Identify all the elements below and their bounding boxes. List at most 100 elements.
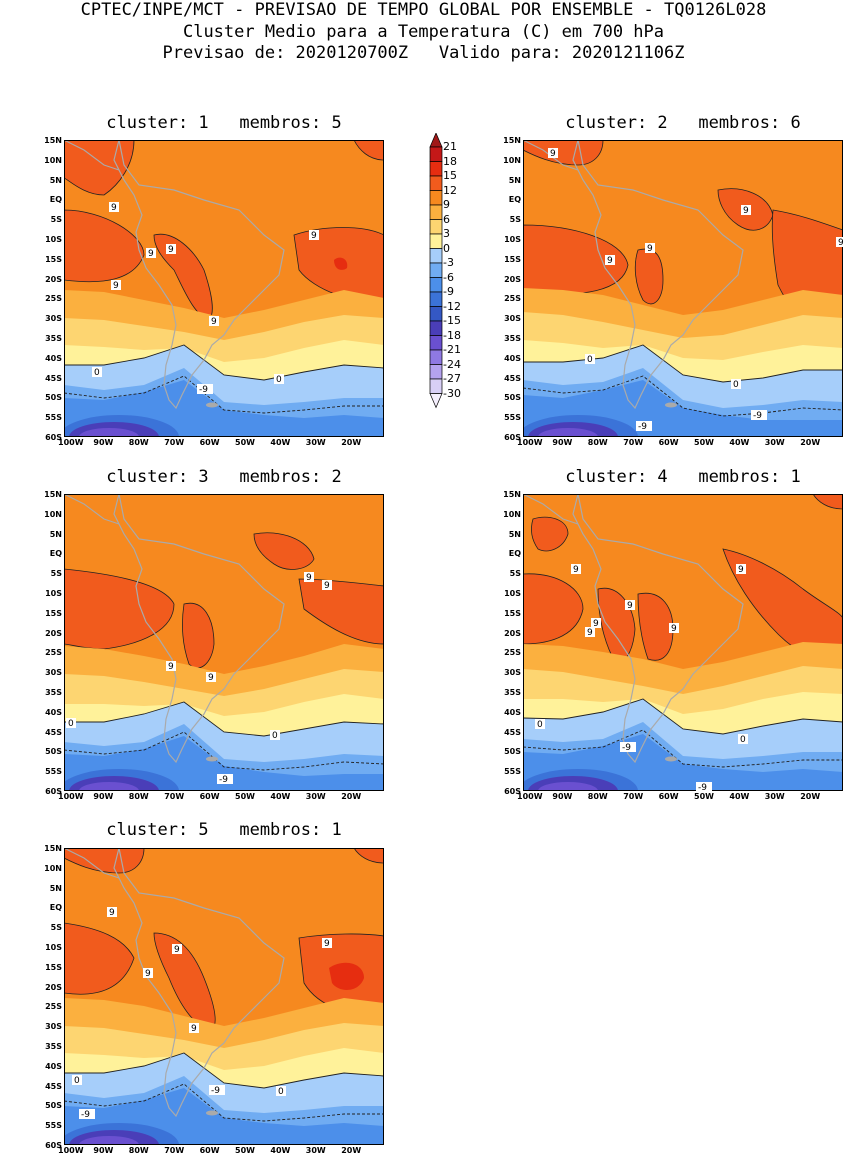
lon-tick: 60W — [658, 792, 679, 801]
lon-tick: 90W — [93, 1146, 114, 1155]
colorbar-label: 0 — [443, 241, 450, 255]
svg-text:-9: -9 — [622, 743, 631, 753]
lat-tick: 30S — [504, 314, 521, 324]
lon-tick: 20W — [800, 438, 821, 447]
lat-tick: 25S — [504, 294, 521, 304]
svg-text:9: 9 — [168, 245, 174, 255]
header-line-2: Cluster Medio para a Temperatura (C) em … — [182, 22, 665, 42]
colorbar-label: -12 — [443, 299, 461, 313]
contour-label: 9 — [189, 1023, 199, 1034]
contour-label: 0 — [731, 379, 741, 390]
svg-text:-9: -9 — [698, 783, 707, 791]
contour-label: 9 — [322, 938, 332, 949]
lat-tick: 10S — [504, 589, 521, 598]
lat-tick: EQ — [508, 549, 521, 559]
colorbar — [425, 132, 485, 445]
map-panel-5: 9 9 9 9 9 0 0 -9 -9 — [59, 847, 385, 1157]
colorbar-label: -30 — [443, 386, 461, 400]
colorbar-label: 9 — [443, 198, 450, 211]
lat-tick: 60S — [504, 433, 521, 442]
lat-tick: 15S — [504, 608, 521, 618]
lon-tick: 20W — [341, 438, 362, 447]
svg-text:9: 9 — [743, 206, 749, 216]
lat-tick: 10N — [44, 509, 62, 519]
lat-tick: 50S — [45, 747, 62, 757]
lat-tick: 5N — [49, 883, 62, 893]
contour-label: 9 — [309, 230, 319, 241]
svg-text:0: 0 — [68, 719, 74, 729]
panel-title-3: cluster: 3 membros: 2 — [106, 467, 342, 487]
contour-label: 9 — [107, 907, 117, 918]
panel-title-2: cluster: 2 membros: 6 — [565, 113, 801, 133]
svg-text:0: 0 — [278, 1087, 284, 1097]
contour-label: 9 — [645, 243, 655, 254]
lat-tick: 15S — [45, 254, 62, 264]
contour-label: 9 — [166, 244, 176, 255]
lon-tick: 100W — [58, 792, 84, 801]
lat-tick: EQ — [49, 903, 62, 913]
svg-text:9: 9 — [324, 939, 330, 949]
lon-tick: 50W — [235, 438, 255, 447]
lat-tick: 10S — [45, 235, 62, 244]
lon-tick: 80W — [587, 438, 608, 447]
contour-label: -9 — [217, 774, 233, 785]
lat-tick: 45S — [45, 1081, 62, 1091]
lat-tick: 50S — [45, 393, 62, 403]
lon-tick: 70W — [164, 1146, 185, 1155]
lat-tick: 35S — [45, 1042, 62, 1051]
lat-tick: 10N — [44, 863, 62, 873]
lon-tick: 50W — [694, 792, 714, 801]
contour-label: 9 — [109, 202, 119, 213]
svg-text:9: 9 — [174, 945, 180, 955]
svg-text:0: 0 — [587, 355, 593, 365]
lat-tick: 10N — [44, 155, 62, 165]
svg-text:9: 9 — [111, 203, 117, 213]
lat-tick: 35S — [45, 688, 62, 697]
svg-text:9: 9 — [550, 149, 556, 159]
lon-tick: 80W — [587, 792, 608, 801]
contour-label: 9 — [585, 627, 595, 638]
svg-text:9: 9 — [627, 601, 633, 611]
colorbar-label: -27 — [443, 372, 461, 385]
lat-tick: 5N — [49, 529, 62, 539]
contour-label: 9 — [736, 564, 746, 575]
contour-label: 9 — [166, 661, 176, 672]
contour-label: 9 — [741, 205, 751, 216]
contour-label: 9 — [591, 618, 601, 629]
lat-tick: 15N — [503, 490, 521, 499]
svg-text:-9: -9 — [211, 1086, 220, 1096]
colorbar-label: -15 — [443, 314, 461, 327]
svg-text:-9: -9 — [199, 385, 208, 395]
lat-tick: 40S — [45, 353, 62, 363]
contour-label: 0 — [270, 730, 280, 741]
lat-tick: 55S — [45, 1121, 62, 1131]
lat-tick: 15N — [44, 844, 62, 853]
lon-tick: 60W — [199, 438, 220, 447]
colorbar-label: -3 — [443, 256, 454, 269]
contour-label: -9 — [751, 410, 767, 421]
lat-tick: 15N — [44, 136, 62, 145]
lat-tick: 30S — [45, 314, 62, 324]
svg-text:-9: -9 — [638, 422, 647, 432]
contour-label: 0 — [66, 718, 76, 729]
colorbar-label: -6 — [443, 270, 454, 284]
svg-text:9: 9 — [148, 249, 154, 259]
lon-tick: 70W — [623, 792, 644, 801]
contour-label: 0 — [72, 1075, 82, 1086]
svg-text:0: 0 — [272, 731, 278, 741]
lon-tick: 60W — [199, 792, 220, 801]
contour-label: 0 — [92, 367, 102, 378]
contour-label: 9 — [146, 248, 156, 259]
svg-text:9: 9 — [593, 619, 599, 629]
lat-tick: 60S — [45, 433, 62, 442]
contour-label: 9 — [143, 968, 153, 979]
lon-tick: 60W — [658, 438, 679, 447]
colorbar-label: -9 — [443, 285, 454, 298]
lat-tick: 20S — [45, 982, 62, 992]
lat-tick: 25S — [45, 648, 62, 658]
colorbar-label: -18 — [443, 328, 461, 342]
lat-tick: 15S — [45, 962, 62, 972]
svg-text:9: 9 — [109, 908, 115, 918]
lon-tick: 40W — [729, 438, 750, 447]
